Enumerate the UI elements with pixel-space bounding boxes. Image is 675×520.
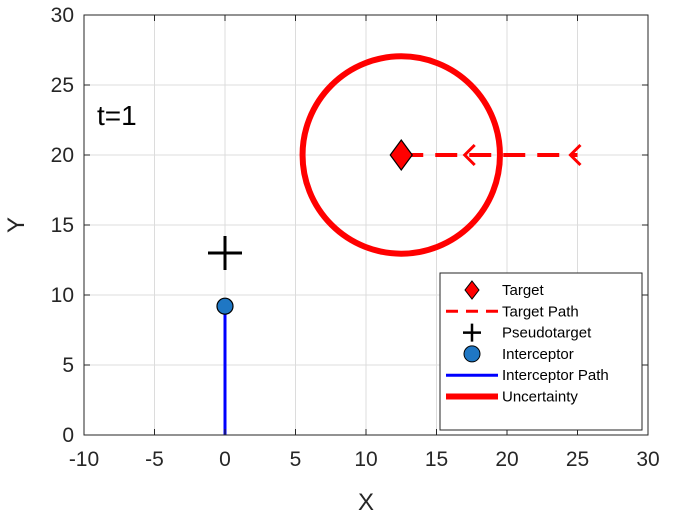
legend-entry: Pseudotarget [463, 323, 592, 342]
legend-entry: Target [464, 280, 545, 300]
pseudotarget-marker [208, 236, 242, 270]
x-tick-label: 10 [354, 448, 377, 471]
legend-target-symbol [464, 280, 480, 300]
y-tick-label: 15 [51, 214, 74, 237]
data-layer [208, 53, 582, 435]
legend-label: Target Path [502, 303, 579, 320]
legend-interceptor-symbol [463, 345, 481, 363]
y-tick-label: 20 [51, 144, 74, 167]
legend-entry: Interceptor Path [446, 367, 609, 384]
x-tick-label: 15 [425, 448, 448, 471]
target-path-arrow [462, 143, 476, 167]
ticks: -10 -5 0 5 10 15 20 25 30 0 5 10 15 20 25 30 [51, 4, 660, 471]
x-tick-label: 25 [566, 448, 589, 471]
y-tick-label: 25 [51, 74, 74, 97]
legend: Target Target Path Pseudotarget Interceptor… [439, 272, 643, 431]
target-marker [389, 138, 413, 172]
legend-pseudotarget-symbol [463, 323, 481, 342]
legend-entry: Uncertainty [446, 389, 578, 406]
x-tick-label: 20 [495, 448, 518, 471]
legend-label: Pseudotarget [502, 325, 592, 342]
legend-label: Target [502, 282, 545, 299]
y-tick-label: 0 [62, 424, 74, 447]
uncertainty-circle [299, 53, 503, 257]
annotation-text: t=1 [97, 100, 137, 131]
x-tick-label: 0 [219, 448, 231, 471]
legend-entry: Target Path [446, 303, 579, 320]
x-tick-label: 5 [290, 448, 302, 471]
interceptor-marker [216, 297, 234, 315]
legend-label: Interceptor Path [502, 367, 609, 384]
x-tick-label: 30 [636, 448, 659, 471]
y-tick-label: 5 [62, 354, 74, 377]
y-tick-label: 10 [51, 284, 74, 307]
x-tick-label: -5 [145, 448, 164, 471]
legend-entry: Interceptor [463, 345, 574, 363]
y-axis-title: Y [3, 217, 30, 233]
legend-label: Uncertainty [502, 389, 578, 406]
target-path-arrow [568, 143, 582, 167]
y-tick-label: 30 [51, 4, 74, 27]
legend-label: Interceptor [502, 346, 574, 363]
x-tick-label: -10 [69, 448, 99, 471]
x-axis-title: X [358, 489, 374, 516]
